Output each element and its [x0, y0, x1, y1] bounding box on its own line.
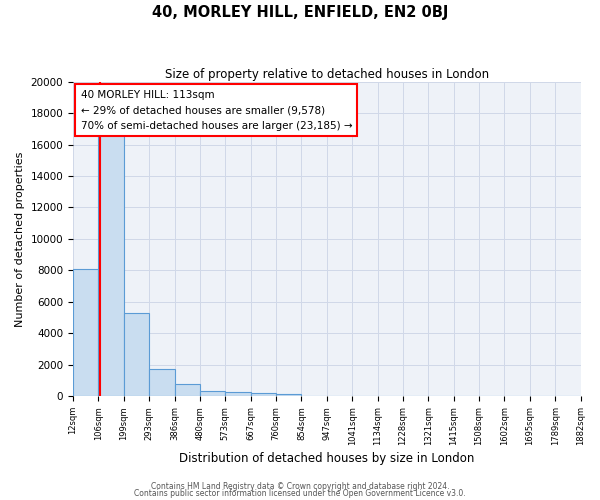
Bar — [251, 392, 276, 396]
Text: 40 MORLEY HILL: 113sqm
← 29% of detached houses are smaller (9,578)
70% of semi-: 40 MORLEY HILL: 113sqm ← 29% of detached… — [80, 90, 352, 130]
Bar — [276, 394, 301, 396]
Text: Contains HM Land Registry data © Crown copyright and database right 2024.: Contains HM Land Registry data © Crown c… — [151, 482, 449, 491]
Bar — [149, 368, 175, 396]
Bar — [175, 384, 200, 396]
Bar — [98, 135, 124, 396]
Text: Contains public sector information licensed under the Open Government Licence v3: Contains public sector information licen… — [134, 489, 466, 498]
Y-axis label: Number of detached properties: Number of detached properties — [15, 152, 25, 326]
X-axis label: Distribution of detached houses by size in London: Distribution of detached houses by size … — [179, 452, 475, 465]
Title: Size of property relative to detached houses in London: Size of property relative to detached ho… — [165, 68, 489, 80]
Bar — [200, 391, 225, 396]
Bar — [225, 392, 251, 396]
Text: 40, MORLEY HILL, ENFIELD, EN2 0BJ: 40, MORLEY HILL, ENFIELD, EN2 0BJ — [152, 5, 448, 20]
Bar — [73, 269, 98, 396]
Bar — [124, 313, 149, 396]
